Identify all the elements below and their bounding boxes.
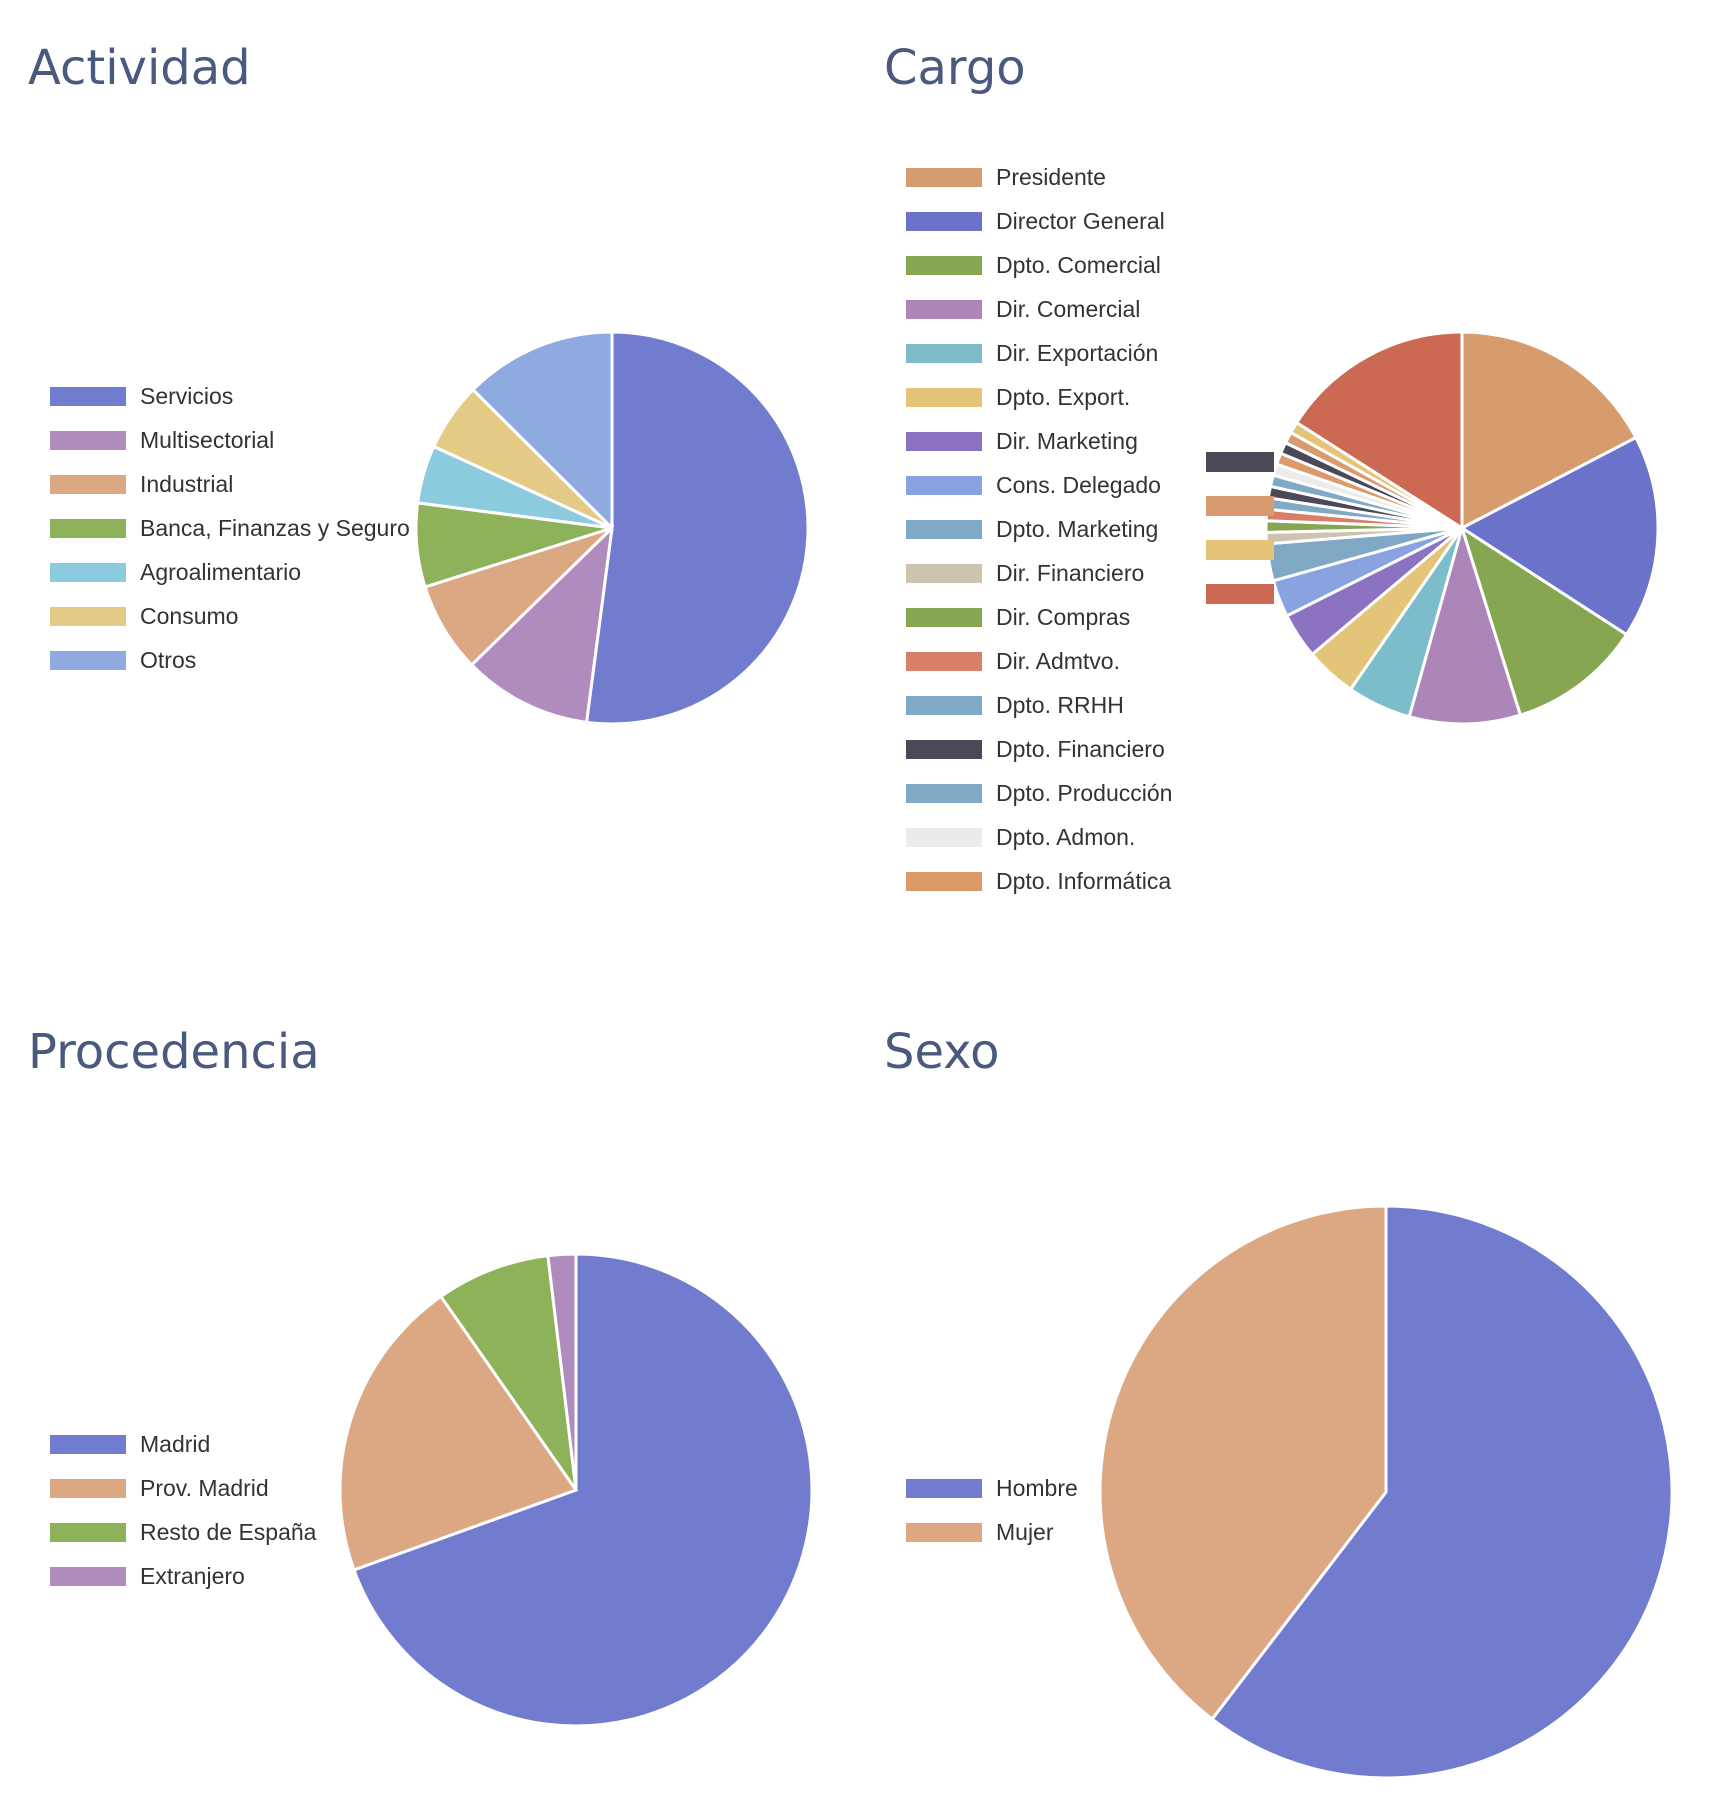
legend-swatch [906,1523,982,1542]
legend-swatch [906,652,982,671]
legend-label: Industrial [140,471,234,497]
legend-label: Dpto. Marketing [996,516,1159,542]
pie-slice[interactable] [1098,1204,1388,1722]
legend-swatch [906,256,982,275]
legend-swatch [50,387,126,406]
legend-label: Presidente [996,164,1106,190]
legend-swatch [50,1479,126,1498]
legend-swatch [906,740,982,759]
legend-label: Dir. Financiero [996,560,1145,586]
legend-label: Dpto. Producción [996,780,1173,806]
legend-swatch [906,388,982,407]
legend-swatch [50,1567,126,1586]
legend-swatch [906,520,982,539]
pie-slice[interactable] [546,1252,578,1491]
legend-label: Resto de España [140,1519,317,1545]
pie-chart [1098,1204,1674,1780]
pie-slice[interactable] [352,1252,814,1728]
legend-label: Hombre [996,1475,1078,1501]
pie-chart [414,330,810,726]
legend-swatch [906,608,982,627]
chart-legend: Presidente Director General Dpto. Comercia… [906,165,1286,905]
legend-label: Servicios [140,383,234,409]
legend-label: Dpto. Informática [996,868,1172,894]
legend-swatch-overflow [1206,452,1274,472]
legend-label: Dpto. Export. [996,384,1131,410]
pie-chart [1264,330,1660,726]
pie-slice[interactable] [1210,1204,1674,1780]
pie-slice[interactable] [1459,435,1660,637]
legend-label: Dir. Exportación [996,340,1159,366]
pie-slice[interactable] [1459,524,1629,717]
legend-label: Director General [996,208,1165,234]
legend-swatch [50,651,126,670]
chart-title: Sexo [884,1024,1000,1080]
legend-swatch [906,784,982,803]
legend-swatch [906,344,982,363]
chart-title: Actividad [28,40,251,96]
legend-swatch [906,696,982,715]
legend-swatch [906,872,982,891]
legend-swatch [906,432,982,451]
legend-swatch [50,607,126,626]
legend-swatch [906,564,982,583]
pie-slice[interactable] [1407,522,1523,726]
legend-swatch [50,563,126,582]
pie-slice[interactable] [338,1294,579,1572]
chart-title: Procedencia [28,1024,320,1080]
legend-swatch [50,1523,126,1542]
legend-label: Dir. Marketing [996,428,1138,454]
legend-swatch [50,1435,126,1454]
legend-label: Banca, Finanzas y Seguro [140,515,410,541]
legend-label: Mujer [996,1519,1054,1545]
pie-chart [338,1252,814,1728]
chart-panel-sexo: Sexo Hombre Mujer [860,980,1736,1812]
legend-label: Dpto. Admon. [996,824,1136,850]
pie-slice[interactable] [469,523,615,725]
legend-swatch [50,431,126,450]
legend-swatch [50,519,126,538]
chart-title: Cargo [884,40,1026,96]
chart-panel-procedencia: Procedencia Madrid Prov. Madrid Resto de E… [0,980,860,1812]
legend-label: Cons. Delegado [996,472,1161,498]
legend-label: Consumo [140,603,239,629]
pie-slice[interactable] [1294,330,1464,531]
chart-panel-cargo: Cargo Presidente Director General Dpto. Co… [860,0,1736,980]
chart-panel-actividad: Actividad Servicios Multisectorial Industr… [0,0,860,980]
pie-slice[interactable] [438,1254,578,1491]
pie-slice[interactable] [1460,330,1638,531]
chart-legend: Hombre Mujer [906,1476,1286,1576]
legend-swatch [906,828,982,847]
legend-label: Dir. Compras [996,604,1131,630]
legend-label: Multisectorial [140,427,275,453]
legend-label: Madrid [140,1431,211,1457]
pie-slice[interactable] [470,330,614,532]
chart-legend: Madrid Prov. Madrid Resto de España Extranj… [50,1432,430,1632]
legend-swatch-overflow [1206,540,1274,560]
legend-label: Dir. Admtvo. [996,648,1120,674]
legend-swatch [906,300,982,319]
legend-label: Dir. Comercial [996,296,1141,322]
legend-label: Dpto. Comercial [996,252,1161,278]
legend-swatch-overflow [1206,584,1274,604]
legend-swatch [906,168,982,187]
legend-swatch [50,475,126,494]
legend-label: Dpto. RRHH [996,692,1124,718]
legend-label: Otros [140,647,197,673]
legend-swatch [906,1479,982,1498]
legend-label: Extranjero [140,1563,245,1589]
legend-swatch-overflow [1206,496,1274,516]
legend-label: Prov. Madrid [140,1475,269,1501]
chart-legend: Servicios Multisectorial Industrial Banca, … [50,384,430,684]
legend-swatch [906,476,982,495]
pie-slice[interactable] [584,330,810,726]
legend-swatch [906,212,982,231]
legend-label: Agroalimentario [140,559,302,585]
legend-label: Dpto. Financiero [996,736,1165,762]
